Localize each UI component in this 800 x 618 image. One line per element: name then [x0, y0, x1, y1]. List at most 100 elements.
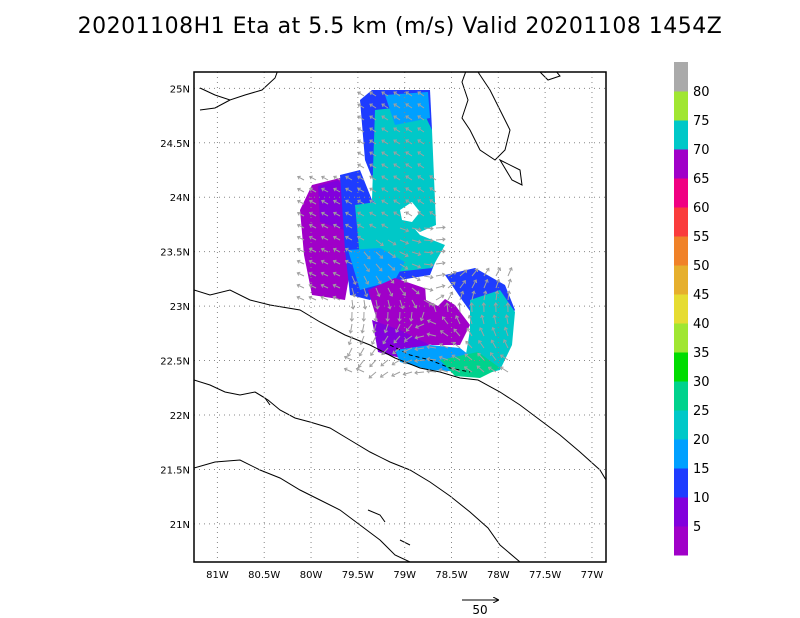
wind-vector — [459, 269, 468, 277]
coastline-bank-west — [194, 289, 606, 481]
wind-vector — [435, 262, 445, 265]
wind-vector-head — [405, 115, 410, 120]
wind-vector-head — [503, 326, 508, 331]
wind-vector — [435, 238, 446, 241]
wind-vector-head — [381, 115, 386, 120]
wind-vector-head — [426, 357, 430, 362]
lat-tick-label: 23N — [170, 302, 190, 313]
wind-vector — [351, 275, 357, 285]
colorbar-label: 35 — [693, 346, 710, 361]
lat-tick-label: 25N — [170, 84, 190, 95]
wind-vector — [363, 287, 368, 297]
wind-vector-head — [320, 271, 325, 276]
wind-vector-head — [414, 335, 419, 340]
wind-vector — [381, 91, 389, 97]
wind-vector — [357, 236, 365, 241]
wind-vector — [363, 299, 366, 309]
wind-vector — [500, 354, 509, 361]
wind-vector — [381, 163, 389, 169]
wind-vector — [358, 359, 365, 368]
wind-vector — [371, 335, 377, 345]
wind-vector — [399, 239, 409, 245]
colorbar-swatch — [674, 236, 688, 266]
colorbar-label: 20 — [693, 433, 710, 448]
colorbar-swatch — [674, 352, 688, 382]
wind-vector — [308, 296, 317, 301]
wind-vector — [483, 291, 487, 301]
wind-vector — [405, 211, 413, 217]
wind-vector-head — [391, 361, 396, 366]
wind-vector — [381, 223, 389, 229]
lon-tick-label: 77W — [581, 570, 604, 581]
wind-vector-head — [332, 247, 337, 252]
wind-vector — [429, 187, 437, 193]
wind-vector-head — [479, 327, 483, 331]
wind-vector-head — [381, 127, 386, 132]
wind-vector-head — [383, 329, 388, 334]
wind-vector-head — [487, 366, 492, 371]
wind-vector — [369, 199, 377, 205]
wind-vector-head — [382, 340, 387, 345]
wind-vector-head — [369, 163, 373, 168]
wind-vector-head — [369, 211, 373, 216]
wind-vector — [392, 359, 401, 366]
wind-vector-head — [345, 175, 349, 180]
colorbar-label: 65 — [693, 172, 710, 187]
wind-vector-head — [347, 353, 351, 357]
wind-vector-head — [358, 364, 362, 368]
wind-vector-head — [439, 343, 443, 348]
wind-vector — [345, 224, 353, 229]
wind-vector-head — [345, 199, 349, 204]
wind-vector — [375, 263, 383, 272]
wind-vector — [500, 366, 509, 373]
wind-vector — [297, 212, 305, 217]
wind-vector — [414, 371, 425, 374]
wind-vector-head — [369, 103, 374, 108]
wind-vector-head — [368, 374, 373, 379]
wind-vector — [452, 354, 461, 361]
wind-vector — [321, 236, 329, 241]
wind-vector-head — [442, 225, 446, 230]
wind-vector — [381, 139, 389, 145]
wind-vector-head — [449, 291, 454, 296]
wind-vector-head — [404, 253, 409, 258]
wind-vector-head — [442, 249, 446, 254]
wind-vector-head — [417, 163, 422, 167]
wind-vector — [309, 188, 317, 193]
wind-vector-head — [445, 302, 450, 306]
wind-vector — [465, 340, 473, 349]
wind-vector — [393, 211, 401, 217]
wind-vector — [478, 340, 485, 349]
wind-vector-head — [405, 187, 410, 192]
wind-vector — [375, 275, 382, 284]
wind-vector-head — [332, 235, 337, 240]
wind-vector — [381, 187, 389, 193]
wind-vector — [393, 103, 401, 109]
wind-vector-head — [403, 338, 408, 342]
coastline-cay-south — [367, 509, 386, 523]
wind-vector — [357, 212, 365, 217]
wind-vector-head — [428, 301, 433, 306]
wind-vector-head — [474, 268, 479, 273]
wind-vector-head — [508, 266, 513, 271]
wind-vector — [505, 315, 509, 325]
wind-vector-head — [441, 316, 446, 320]
wind-vector — [477, 353, 485, 361]
wind-vector-head — [415, 290, 420, 295]
wind-vector — [297, 188, 305, 193]
wind-vector — [384, 323, 389, 333]
wind-vector — [435, 294, 444, 301]
wind-vector-head — [296, 223, 301, 228]
wind-vector-head — [504, 314, 509, 319]
wind-vector-head — [381, 187, 385, 192]
coastline-northern-island — [461, 72, 511, 161]
wind-vector — [368, 371, 377, 379]
wind-vector — [375, 251, 383, 259]
wind-vector-head — [417, 187, 422, 191]
wind-vector — [399, 275, 408, 283]
wind-vector — [393, 139, 401, 145]
wind-vector — [417, 127, 425, 133]
wind-vector — [359, 347, 365, 357]
wind-vector-head — [409, 318, 414, 322]
wind-vector-head — [429, 199, 434, 203]
